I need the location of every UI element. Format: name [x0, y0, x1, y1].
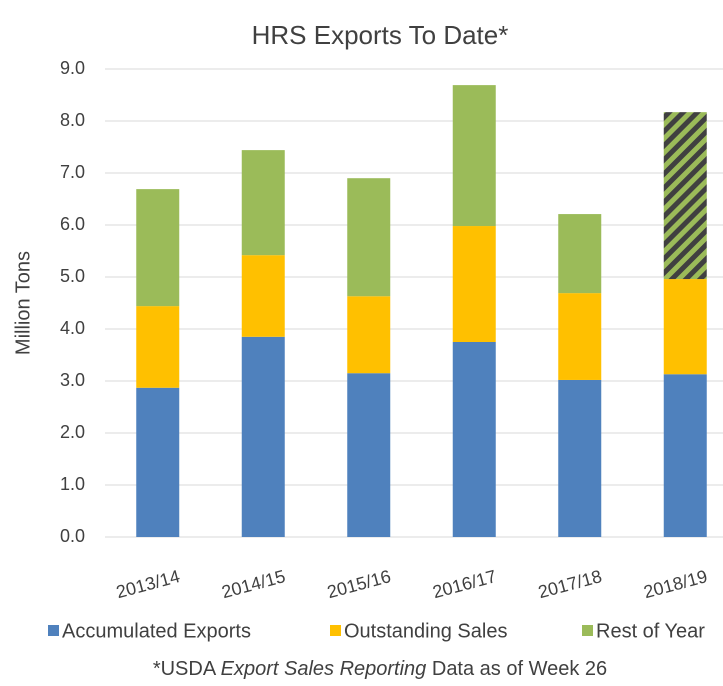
y-tick-label: 2.0: [60, 422, 85, 442]
legend-label: Rest of Year: [596, 620, 705, 642]
y-tick-label: 8.0: [60, 110, 85, 130]
footnote-part: *USDA: [153, 658, 221, 680]
bar-segment: [241, 150, 285, 256]
y-tick-label: 9.0: [60, 58, 85, 78]
bar-segment: [558, 214, 602, 294]
bar-segment: [347, 178, 391, 297]
x-tick-label: 2013/14: [114, 566, 182, 602]
x-tick-label: 2015/16: [325, 566, 393, 602]
x-tick-label: 2018/19: [641, 566, 709, 602]
y-axis-label: Million Tons: [12, 251, 34, 355]
bar-segment: [241, 255, 285, 337]
y-tick-label: 3.0: [60, 370, 85, 390]
bar-segment: [347, 296, 391, 374]
x-tick-label: 2017/18: [536, 566, 604, 602]
legend-label: Accumulated Exports: [62, 620, 251, 642]
x-tick-label: 2016/17: [430, 566, 498, 602]
bar-segment: [558, 293, 602, 380]
bar-segment: [452, 85, 496, 227]
footnote-part: Data as of Week 26: [426, 658, 607, 680]
y-tick-label: 5.0: [60, 266, 85, 286]
legend-swatch: [48, 625, 59, 636]
bar-segment: [136, 306, 180, 388]
y-tick-label: 6.0: [60, 214, 85, 234]
bar-segment: [452, 226, 496, 342]
bar-segment: [136, 189, 180, 307]
y-tick-label: 4.0: [60, 318, 85, 338]
footnote-part: Export Sales Reporting: [221, 658, 427, 680]
x-tick-label: 2014/15: [219, 566, 287, 602]
legend-swatch: [330, 625, 341, 636]
bar-segment: [558, 379, 602, 537]
bar-segment: [241, 336, 285, 537]
y-tick-label: 1.0: [60, 474, 85, 494]
legend-swatch: [582, 625, 593, 636]
bar-segment: [663, 279, 707, 375]
bar-segment: [663, 374, 707, 537]
chart-title: HRS Exports To Date*: [252, 20, 509, 50]
bar-segment: [347, 373, 391, 537]
footnote: *USDA Export Sales Reporting Data as of …: [153, 658, 607, 680]
legend-label: Outstanding Sales: [344, 620, 507, 642]
bar-segment: [663, 112, 707, 280]
y-tick-label: 7.0: [60, 162, 85, 182]
y-tick-label: 0.0: [60, 526, 85, 546]
bar-segment: [136, 387, 180, 537]
bar-segment: [452, 342, 496, 537]
